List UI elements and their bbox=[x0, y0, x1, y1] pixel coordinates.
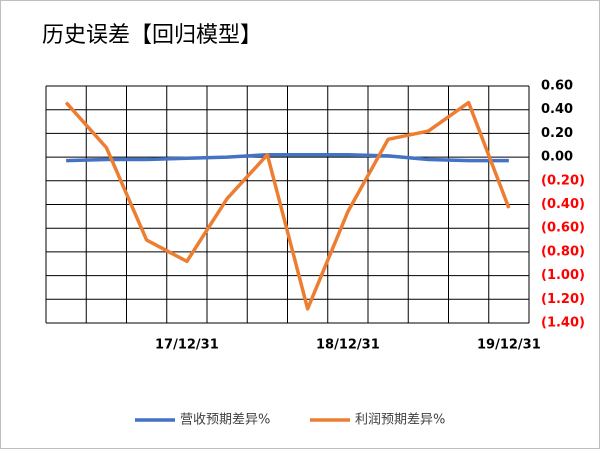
legend-label: 营收预期差异% bbox=[180, 413, 270, 428]
y-tick-label: (0.60) bbox=[541, 221, 585, 236]
y-tick-label: 0.40 bbox=[541, 102, 573, 117]
x-tick-label: 17/12/31 bbox=[155, 338, 219, 353]
y-tick-label: 0.20 bbox=[541, 126, 573, 141]
y-tick-label: 0.00 bbox=[541, 150, 573, 165]
y-tick-label: (1.40) bbox=[541, 316, 585, 331]
y-tick-label: (0.80) bbox=[541, 244, 585, 259]
series-line bbox=[64, 100, 511, 311]
y-tick-label: (1.20) bbox=[541, 292, 585, 307]
y-tick-label: (0.20) bbox=[541, 173, 585, 188]
y-tick-label: 0.60 bbox=[541, 79, 573, 94]
y-tick-label: (0.40) bbox=[541, 197, 585, 212]
legend-label: 利润预期差异% bbox=[355, 413, 445, 428]
x-tick-label: 19/12/31 bbox=[477, 338, 541, 353]
x-tick-label: 18/12/31 bbox=[316, 338, 380, 353]
y-tick-label: (1.00) bbox=[541, 268, 585, 283]
series-line bbox=[66, 152, 509, 163]
chart-title: 历史误差【回归模型】 bbox=[42, 23, 262, 48]
